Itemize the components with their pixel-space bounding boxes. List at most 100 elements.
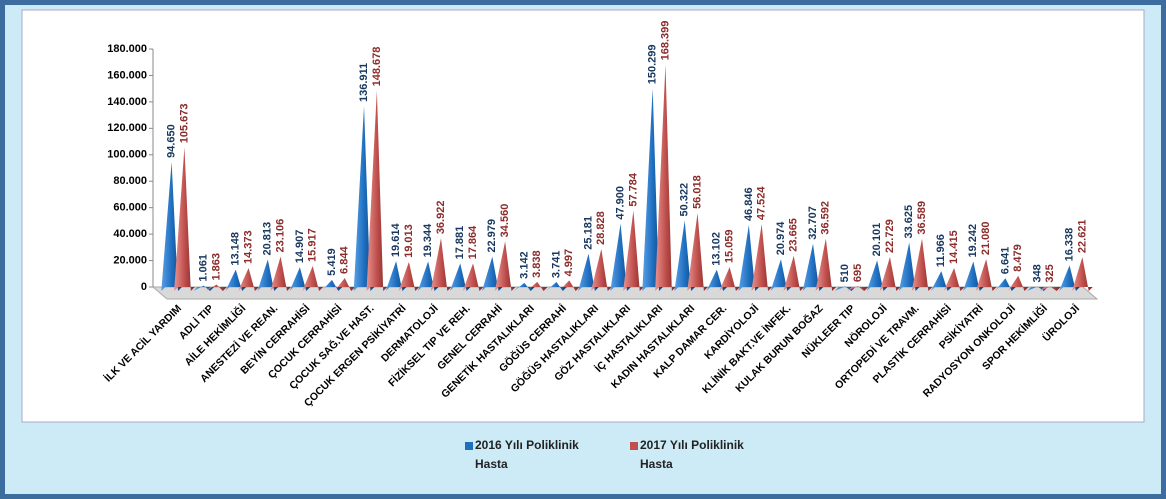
y-tick-label: 100.000 [107, 149, 147, 161]
bar [1039, 286, 1061, 291]
value-label: 22.729 [884, 219, 896, 253]
y-tick-label: 0 [141, 281, 147, 293]
value-label: 21.080 [980, 221, 992, 255]
bar [334, 277, 356, 291]
value-label: 22.621 [1076, 219, 1088, 253]
bar [687, 212, 708, 291]
y-tick-label: 160.000 [107, 69, 147, 81]
value-label: 14.907 [294, 230, 306, 264]
y-tick-label: 180.000 [107, 43, 147, 55]
value-label: 17.881 [454, 226, 466, 260]
value-label: 33.625 [903, 205, 915, 239]
value-label: 105.673 [178, 104, 190, 144]
y-tick-label: 120.000 [107, 122, 147, 134]
bar [815, 238, 837, 291]
value-label: 510 [839, 264, 851, 282]
value-label: 15.059 [724, 229, 736, 263]
bar [270, 256, 291, 291]
value-label: 6.844 [339, 246, 351, 274]
bar [430, 238, 452, 291]
value-label: 19.242 [967, 224, 979, 258]
y-tick-label: 140.000 [107, 96, 147, 108]
bar [546, 282, 567, 291]
legend-swatch [465, 442, 473, 450]
bar [353, 105, 375, 291]
value-label: 36.922 [435, 201, 447, 235]
value-label: 150.299 [647, 45, 659, 85]
bar [385, 261, 407, 291]
bar [398, 261, 420, 291]
bar [783, 255, 805, 291]
bar [238, 267, 259, 291]
bar [866, 260, 888, 291]
value-label: 46.846 [743, 187, 755, 221]
bar [751, 224, 773, 291]
value-label: 5.419 [326, 248, 338, 276]
y-tick-label: 20.000 [113, 254, 147, 266]
bar [975, 259, 997, 291]
value-label: 20.101 [871, 223, 883, 257]
bar [289, 267, 311, 291]
value-label: 15.917 [307, 228, 319, 262]
bar [366, 90, 388, 291]
value-label: 19.344 [422, 223, 434, 258]
value-label: 3.741 [550, 251, 562, 279]
bar [1007, 275, 1029, 291]
value-label: 23.665 [788, 218, 800, 252]
bar [847, 286, 869, 291]
value-label: 36.589 [916, 201, 928, 235]
bar [623, 210, 644, 291]
bar [706, 269, 728, 291]
value-label: 13.148 [230, 232, 242, 266]
value-label: 28.828 [595, 211, 607, 245]
bar [1027, 286, 1048, 291]
bar [738, 225, 760, 291]
value-label: 17.864 [467, 225, 479, 260]
chart: 0 20.000 40.000 60.000 80.000 100.000 120.000 1… [21, 9, 1145, 423]
value-label: 168.399 [659, 21, 671, 61]
value-label: 1.061 [198, 254, 210, 282]
value-label: 4.997 [563, 249, 575, 277]
bar [1059, 265, 1080, 291]
bar [481, 256, 503, 291]
value-label: 14.415 [948, 230, 960, 264]
bar [655, 64, 676, 291]
value-label: 1.863 [210, 253, 222, 281]
value-label: 6.641 [999, 247, 1011, 275]
value-label: 47.900 [614, 186, 626, 220]
bar [719, 267, 740, 291]
bar [642, 88, 663, 291]
legend-label: 2017 Yılı Poliklinik Hasta [640, 438, 744, 471]
bar [879, 256, 901, 291]
bar [770, 259, 792, 291]
value-label: 3.142 [518, 251, 530, 279]
bar [591, 248, 612, 291]
bar [674, 220, 696, 291]
bar [257, 259, 279, 291]
bar [1072, 257, 1093, 291]
value-label: 36.592 [820, 201, 832, 235]
value-label: 25.181 [582, 216, 594, 250]
value-label: 348 [1031, 264, 1043, 282]
bar [449, 263, 471, 291]
bar [302, 265, 324, 291]
value-label: 19.614 [390, 223, 402, 258]
value-label: 50.322 [679, 183, 691, 217]
value-label: 34.560 [499, 204, 511, 238]
value-label: 47.524 [756, 186, 768, 221]
bar [225, 269, 247, 291]
bar [193, 285, 215, 291]
value-label: 20.974 [775, 221, 787, 256]
bar [161, 161, 182, 291]
value-label: 16.338 [1063, 228, 1075, 262]
value-label: 8.479 [1012, 244, 1024, 272]
legend-label: 2016 Yılı Poliklinik Hasta [475, 438, 579, 471]
value-label: 148.678 [371, 47, 383, 87]
value-label: 23.106 [275, 219, 287, 253]
bar [610, 223, 631, 291]
bar [462, 263, 484, 291]
value-label: 19.013 [403, 224, 415, 258]
bar [578, 253, 599, 291]
value-label: 56.018 [691, 175, 703, 209]
